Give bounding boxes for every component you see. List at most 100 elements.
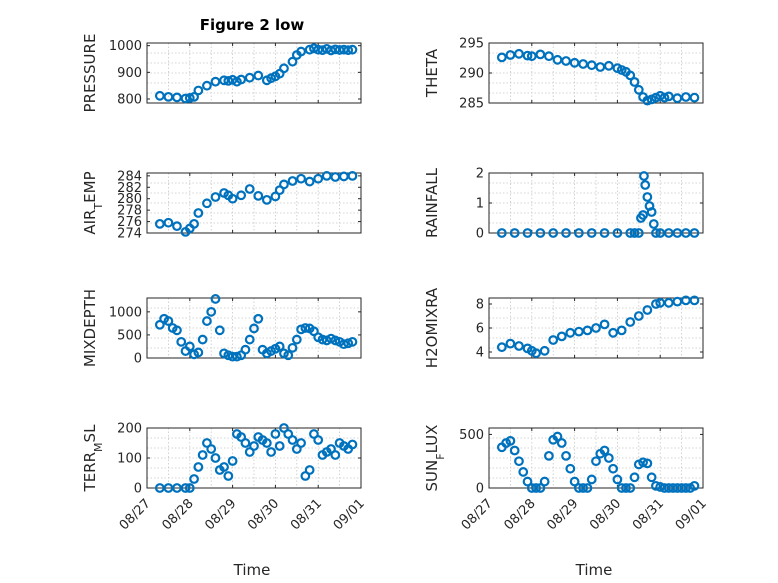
data-point [505,50,516,60]
data-point [612,228,623,238]
y-tick-label: 284 [117,169,142,184]
data-point [223,471,234,481]
data-point [176,336,187,347]
data-point [214,325,225,336]
data-point [595,62,606,72]
data-point [270,429,281,439]
data-point [296,46,306,57]
y-axis-label: TERRMSL [81,424,105,493]
data-point [330,450,341,460]
data-point [638,457,648,468]
data-point [184,341,195,352]
y-tick-label: 0 [476,482,484,497]
panel-4: 0 1 2 RAINFALL [423,167,704,242]
data-point [586,228,597,238]
data-point [625,483,636,493]
data-point [279,63,289,74]
data-point [599,445,610,456]
data-point [642,192,653,202]
y-axis-label-part: EMP [81,171,99,202]
panel-2: 285 290 295 THETA [423,37,704,112]
data-point [270,191,281,202]
data-point [578,483,589,493]
data-point [202,80,212,91]
data-point [612,474,623,485]
data-point [680,483,691,493]
y-tick-label: 0 [134,482,142,497]
data-point [526,51,537,62]
data-point [189,91,199,102]
data-point [496,52,507,63]
x-tick-label: 08/30 [587,496,624,533]
y-axis-label-part: AIR [81,210,99,235]
data-point [522,476,533,487]
data-point [625,70,636,81]
x-tick-label: 08/27 [117,496,154,533]
y-tick-label: 4 [476,346,484,361]
data-point [531,483,541,493]
data-point [210,294,221,304]
data-point [202,316,212,326]
data-point [180,483,191,493]
x-tick-label: 08/31 [630,496,667,533]
data-point [651,480,661,491]
data-point [544,450,554,461]
data-point [663,297,674,308]
data-point [599,319,610,330]
y-tick-label: 200 [117,422,142,437]
y-axis-label-subscript: M [92,442,105,452]
data-point [556,438,567,448]
data-point [184,483,195,493]
data-point [651,299,661,309]
data-point [539,476,550,487]
data-point [172,92,182,103]
data-point [347,44,358,55]
data-point [629,472,640,483]
y-axis-label: MIXDEPTH [81,289,99,367]
y-tick-label: 276 [117,215,142,230]
data-point [300,323,311,333]
data-point [287,176,298,186]
data-point [154,90,165,101]
y-axis-label: PRESSURE [81,34,99,113]
data-point [287,342,298,353]
x-tick-label: 09/01 [331,496,368,533]
y-tick-label: 280 [117,192,142,207]
y-tick-label: 900 [117,66,142,81]
y-tick-label: 290 [459,67,484,82]
data-point [573,228,584,238]
x-tick-label: 08/28 [160,496,197,533]
data-point [603,453,614,463]
data-point [639,171,649,181]
data-point [578,59,589,69]
y-tick-label: 2 [476,167,484,182]
y-axis-label-part: LUX [423,425,441,454]
data-point [330,335,341,346]
data-point [184,93,195,103]
y-axis-label: H2OMIXRA [423,287,441,368]
data-point [514,456,524,467]
data-point [223,350,234,361]
panel-5: 0 500 1000 MIXDEPTH [81,289,362,367]
data-point [189,218,199,229]
data-point [599,228,610,238]
axes-frame [146,297,362,359]
data-point [189,474,199,484]
data-point [227,351,238,362]
data-point [236,74,247,85]
data-point [244,72,255,83]
data-point [197,334,208,345]
data-point [210,76,221,87]
axes-frame [146,42,362,104]
data-point [565,327,576,338]
data-point [304,176,315,187]
data-point [663,91,674,102]
data-point [193,85,204,96]
data-point [531,348,541,359]
data-point [642,458,653,469]
data-point [561,56,571,66]
data-point [548,335,559,345]
data-point [552,431,563,442]
data-point [154,218,165,229]
